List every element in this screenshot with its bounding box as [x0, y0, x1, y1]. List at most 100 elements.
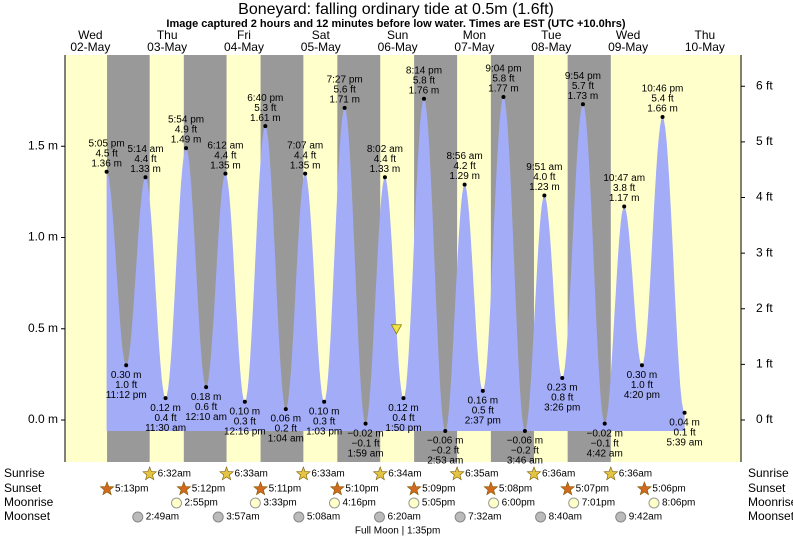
date-label: 05-May [301, 40, 341, 54]
tide-point [342, 105, 347, 110]
tide-point [204, 385, 209, 390]
sunset-icon [560, 481, 576, 496]
tide-label: 5:05 pm [89, 138, 125, 149]
row-label: Sunset [748, 481, 786, 495]
moonset-time: 5:08am [307, 512, 340, 523]
tide-label: 12:16 pm [224, 426, 266, 437]
row-label: Moonset [4, 509, 51, 523]
row-label: Sunset [4, 481, 42, 495]
sunrise-time: 6:34am [388, 469, 421, 480]
moonrise-icon [568, 497, 580, 509]
tide-label: 4.0 ft [533, 172, 555, 183]
sunrise-time: 6:36am [542, 469, 575, 480]
tide-label: 9:54 pm [565, 71, 601, 82]
sunrise-icon [372, 466, 388, 481]
moonrise-time: 6:00pm [502, 498, 535, 509]
tide-label: 0.4 ft [392, 413, 414, 424]
sunset-icon [176, 481, 192, 496]
tide-label: 5.8 ft [413, 75, 435, 86]
chart-title: Boneyard: falling ordinary tide at 0.5m … [238, 1, 554, 18]
sunset-icon [329, 481, 345, 496]
sunrise-time: 6:32am [158, 469, 191, 480]
tide-label: 1.33 m [370, 164, 401, 175]
y2-tick-label: 6 ft [756, 78, 773, 92]
tide-label: 0.12 m [150, 403, 181, 414]
tide-label: −0.02 m [347, 428, 383, 439]
current-marker [390, 324, 403, 335]
tide-label: 7:07 am [287, 140, 323, 151]
tide-label: 0.23 m [547, 383, 578, 394]
moonset-icon [615, 511, 627, 523]
tide-point [163, 396, 168, 401]
sunrise-time: 6:33am [235, 469, 268, 480]
tide-label: 0.6 ft [195, 402, 217, 413]
moonset-time: 3:57am [226, 512, 259, 523]
tide-label: 4:42 am [587, 448, 623, 459]
tide-point [401, 396, 406, 401]
tide-point [223, 171, 228, 176]
tide-label: 8:56 am [447, 151, 483, 162]
tide-label: 1.76 m [409, 85, 440, 96]
tide-label: 12:10 am [185, 412, 227, 423]
tide-label: 3:46 am [507, 456, 543, 467]
tide-label: 5.7 ft [572, 81, 594, 92]
tide-point [124, 363, 129, 368]
row-label: Sunrise [4, 466, 45, 480]
tide-label: 1:50 pm [385, 423, 421, 434]
tide-label: 0.3 ft [234, 416, 256, 427]
tide-label: 2:53 am [427, 456, 463, 467]
tide-point [263, 124, 268, 129]
moonset-time: 9:42am [629, 512, 662, 523]
date-label: 02-May [70, 40, 110, 54]
tide-point [682, 410, 687, 415]
tide-point [303, 171, 308, 176]
tide-label: 0.3 ft [313, 416, 335, 427]
tide-point [283, 407, 288, 412]
tide-label: 5:39 am [667, 437, 703, 448]
tide-label: 1.49 m [171, 135, 202, 146]
tide-label: 1.77 m [488, 84, 519, 95]
sunrise-time: 6:33am [311, 469, 344, 480]
tide-point [580, 102, 585, 107]
tide-label: 1.71 m [329, 95, 360, 106]
tide-label: 1:03 pm [306, 426, 342, 437]
date-label: 04-May [224, 40, 264, 54]
sunset-icon [253, 481, 269, 496]
tide-label: −0.1 ft [591, 438, 619, 449]
tide-label: 0.5 ft [472, 405, 494, 416]
tide-label: 5.3 ft [254, 103, 276, 114]
tide-label: 1:04 am [268, 434, 304, 445]
date-label: 09-May [608, 40, 648, 54]
weekday-label: Thu [695, 28, 716, 42]
tide-point [242, 399, 247, 404]
sunset-time: 5:08pm [499, 484, 532, 495]
tide-label: 6:12 am [207, 140, 243, 151]
tide-label: 11:30 am [145, 423, 186, 434]
moonrise-time: 3:33pm [263, 498, 296, 509]
tide-label: 2:37 pm [465, 415, 501, 426]
tide-point [522, 428, 527, 433]
tide-point [322, 399, 327, 404]
moonrise-time: 7:01pm [582, 498, 615, 509]
y-tick-label: 1.0 m [28, 230, 58, 244]
tide-label: 1.17 m [609, 193, 640, 204]
moonrise-time: 4:16pm [342, 498, 375, 509]
weekday-label: Sat [312, 28, 331, 42]
sunset-icon [99, 481, 115, 496]
tide-label: 8:14 pm [406, 65, 442, 76]
tide-label: 5.6 ft [334, 85, 356, 96]
sunset-time: 5:10pm [345, 484, 378, 495]
tide-label: 0.04 m [669, 417, 700, 428]
tide-point [382, 175, 387, 180]
tide-label: 1.35 m [290, 160, 321, 171]
y2-tick-label: 4 ft [756, 190, 773, 204]
moonset-icon [212, 511, 224, 523]
sunset-time: 5:07pm [576, 484, 609, 495]
sunset-time: 5:11pm [269, 484, 302, 495]
date-label: 10-May [685, 40, 725, 54]
sunset-icon [406, 481, 422, 496]
chart-subtitle: Image captured 2 hours and 12 minutes be… [166, 18, 626, 30]
tide-point [602, 421, 607, 426]
sunrise-icon [219, 466, 235, 481]
tide-fill [106, 97, 685, 431]
